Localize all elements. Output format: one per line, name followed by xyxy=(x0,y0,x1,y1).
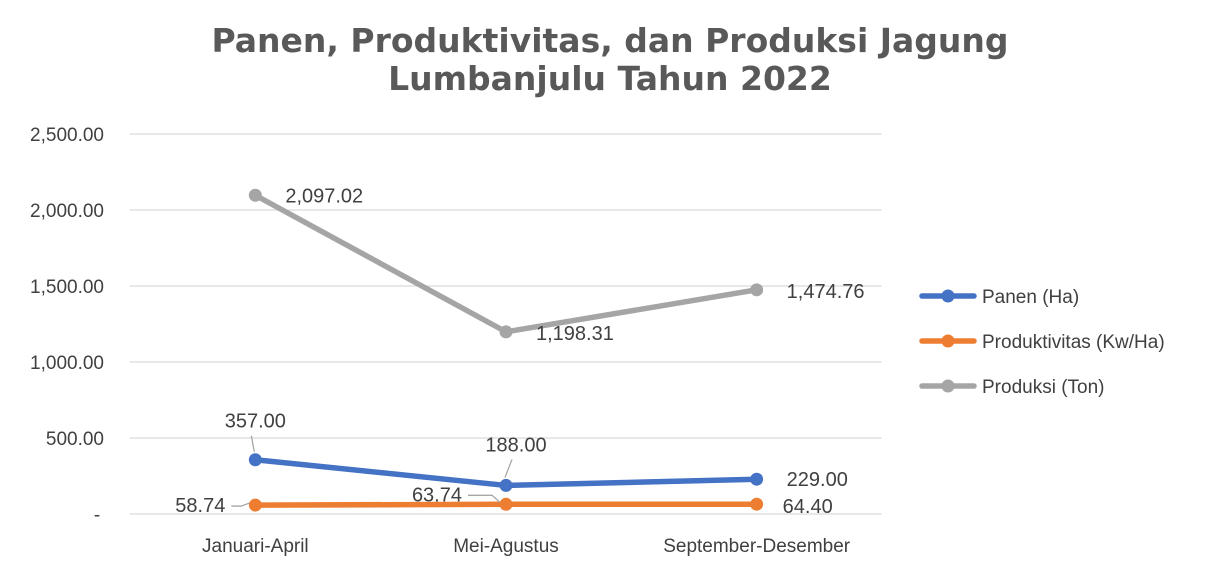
data-label: 188.00 xyxy=(485,434,546,456)
data-label: 357.00 xyxy=(225,411,286,433)
data-label: 63.74 xyxy=(412,484,462,506)
y-axis-ticks: - 500.00 1,000.00 1,500.00 2,000.00 2,500.00 xyxy=(30,125,104,526)
label-leader-line xyxy=(504,459,513,478)
gridlines xyxy=(130,133,882,515)
label-leader-line xyxy=(250,435,255,452)
chart-title: Panen, Produktivitas, dan Produksi Jagun… xyxy=(211,21,1008,98)
x-tick-label: Mei-Agustus xyxy=(453,536,559,557)
y-tick-label: 1,000.00 xyxy=(30,353,104,374)
data-point xyxy=(499,478,513,492)
data-point xyxy=(750,472,764,486)
x-axis-ticks: Januari-April Mei-Agustus September-Desemb… xyxy=(202,536,851,557)
data-point xyxy=(750,283,764,297)
data-point xyxy=(499,497,513,511)
legend-label: Produktivitas (Kw/Ha) xyxy=(982,332,1165,353)
y-tick-label: 2,000.00 xyxy=(30,201,104,222)
chart-title-line: Lumbanjulu Tahun 2022 xyxy=(388,59,832,98)
legend-swatch-marker xyxy=(941,379,955,393)
series-line xyxy=(252,192,760,335)
data-label: 1,198.31 xyxy=(536,323,614,345)
data-label: 229.00 xyxy=(787,469,848,491)
y-tick-label: 1,500.00 xyxy=(30,277,104,298)
data-label: 64.40 xyxy=(783,496,833,518)
data-point xyxy=(248,453,262,467)
data-label: 2,097.02 xyxy=(285,185,363,207)
data-label: 1,474.76 xyxy=(787,281,865,303)
data-label: 58.74 xyxy=(175,495,225,517)
data-point xyxy=(248,188,262,202)
label-leader-line xyxy=(231,502,250,507)
y-tick-label: 2,500.00 xyxy=(30,125,104,146)
x-tick-label: Januari-April xyxy=(202,536,309,557)
x-tick-label: September-Desember xyxy=(663,536,851,557)
data-point xyxy=(750,497,764,511)
legend-swatch-marker xyxy=(941,289,955,303)
chart-title-line: Panen, Produktivitas, dan Produksi Jagun… xyxy=(211,21,1008,60)
data-labels: 357.00 188.00 229.00 58.74 63.74 64.40 2,097.0… xyxy=(175,185,864,518)
legend-swatch-marker xyxy=(941,334,955,348)
data-point xyxy=(248,498,262,512)
legend-label: Produksi (Ton) xyxy=(982,377,1105,398)
legend: Panen (Ha) Produktivitas (Kw/Ha) Produksi … xyxy=(919,287,1165,398)
legend-label: Panen (Ha) xyxy=(982,287,1079,308)
y-tick-label: 500.00 xyxy=(46,429,104,450)
series-lines xyxy=(248,188,764,512)
label-leader-line xyxy=(468,494,501,503)
data-point xyxy=(499,325,513,339)
y-tick-label: - xyxy=(94,505,100,526)
